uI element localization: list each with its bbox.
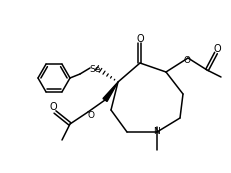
- Text: O: O: [87, 111, 94, 120]
- Text: N: N: [153, 128, 160, 136]
- Text: O: O: [136, 34, 143, 44]
- Text: O: O: [212, 44, 220, 54]
- Polygon shape: [103, 82, 118, 101]
- Text: O: O: [183, 57, 190, 66]
- Text: Se: Se: [89, 66, 100, 75]
- Text: O: O: [49, 102, 57, 112]
